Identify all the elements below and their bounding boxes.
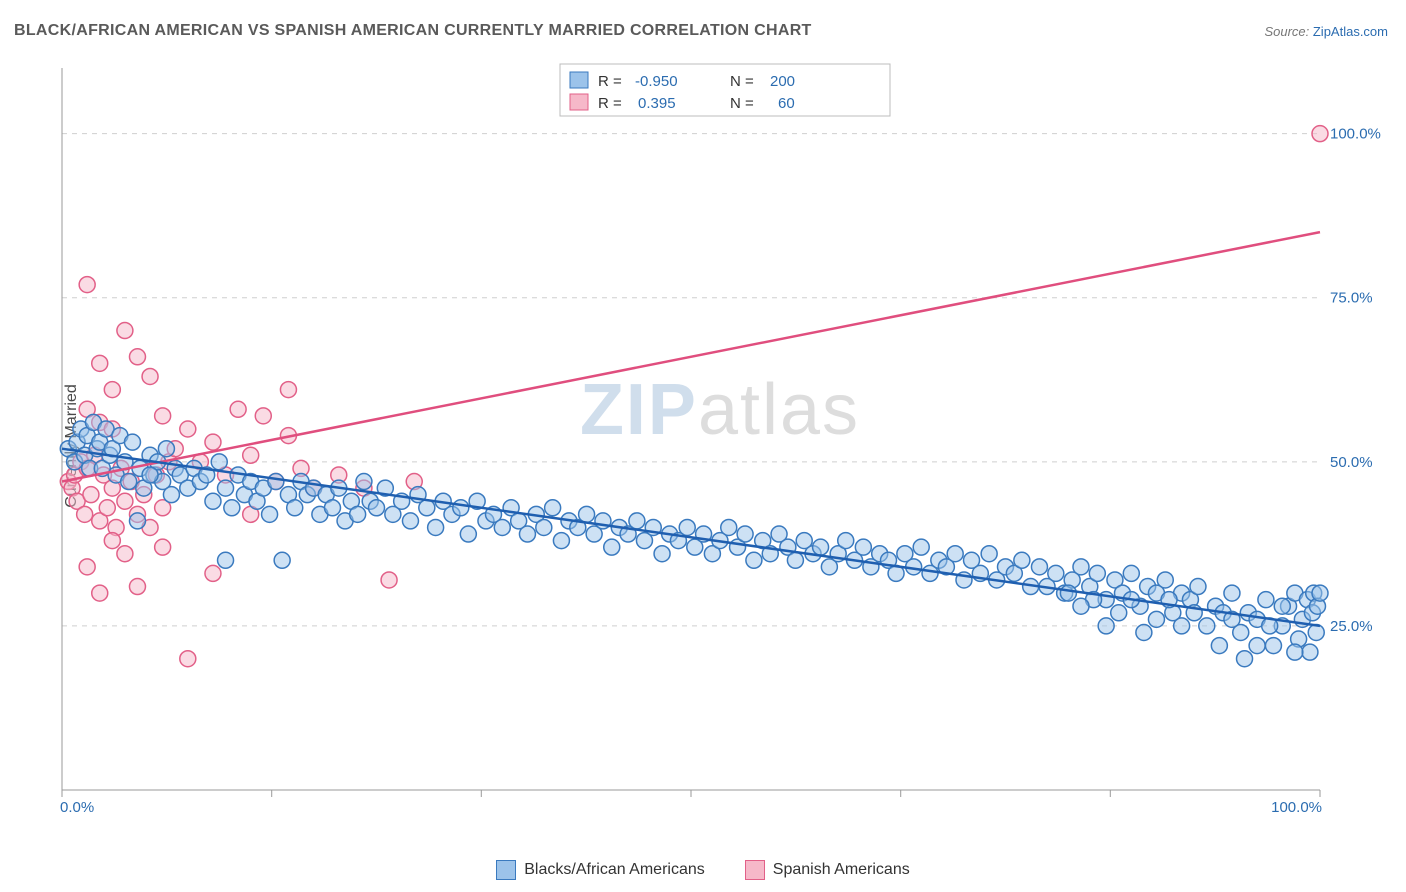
legend-swatch-blue bbox=[496, 860, 516, 880]
legend-item-pink: Spanish Americans bbox=[745, 860, 910, 880]
bottom-legend: Blacks/African Americans Spanish America… bbox=[0, 860, 1406, 880]
svg-text:25.0%: 25.0% bbox=[1330, 618, 1373, 635]
plot-area: 25.0% 50.0% 75.0% 100.0% 0.0% 100.0% R = -0.950… bbox=[50, 60, 1390, 820]
svg-text:N =: N = bbox=[730, 95, 754, 112]
svg-text:-0.950: -0.950 bbox=[635, 73, 678, 90]
svg-text:R =: R = bbox=[598, 73, 622, 90]
chart-container: BLACK/AFRICAN AMERICAN VS SPANISH AMERIC… bbox=[0, 0, 1406, 892]
legend-label-blue: Blacks/African Americans bbox=[524, 861, 705, 879]
svg-text:60: 60 bbox=[778, 95, 795, 112]
svg-text:0.395: 0.395 bbox=[638, 95, 676, 112]
svg-text:100.0%: 100.0% bbox=[1271, 799, 1322, 816]
source-credit: Source: ZipAtlas.com bbox=[1264, 24, 1388, 39]
svg-text:200: 200 bbox=[770, 73, 795, 90]
source-link[interactable]: ZipAtlas.com bbox=[1313, 24, 1388, 39]
svg-text:R =: R = bbox=[598, 95, 622, 112]
svg-text:50.0%: 50.0% bbox=[1330, 454, 1373, 471]
scatter-plot-svg: 25.0% 50.0% 75.0% 100.0% 0.0% 100.0% R = -0.950… bbox=[50, 60, 1390, 820]
svg-text:0.0%: 0.0% bbox=[60, 799, 94, 816]
chart-title: BLACK/AFRICAN AMERICAN VS SPANISH AMERIC… bbox=[14, 22, 812, 40]
legend-item-blue: Blacks/African Americans bbox=[496, 860, 705, 880]
legend-label-pink: Spanish Americans bbox=[773, 861, 910, 879]
svg-text:75.0%: 75.0% bbox=[1330, 290, 1373, 307]
svg-text:N =: N = bbox=[730, 73, 754, 90]
svg-text:100.0%: 100.0% bbox=[1330, 126, 1381, 143]
source-label: Source: bbox=[1264, 24, 1312, 39]
legend-swatch-pink bbox=[745, 860, 765, 880]
